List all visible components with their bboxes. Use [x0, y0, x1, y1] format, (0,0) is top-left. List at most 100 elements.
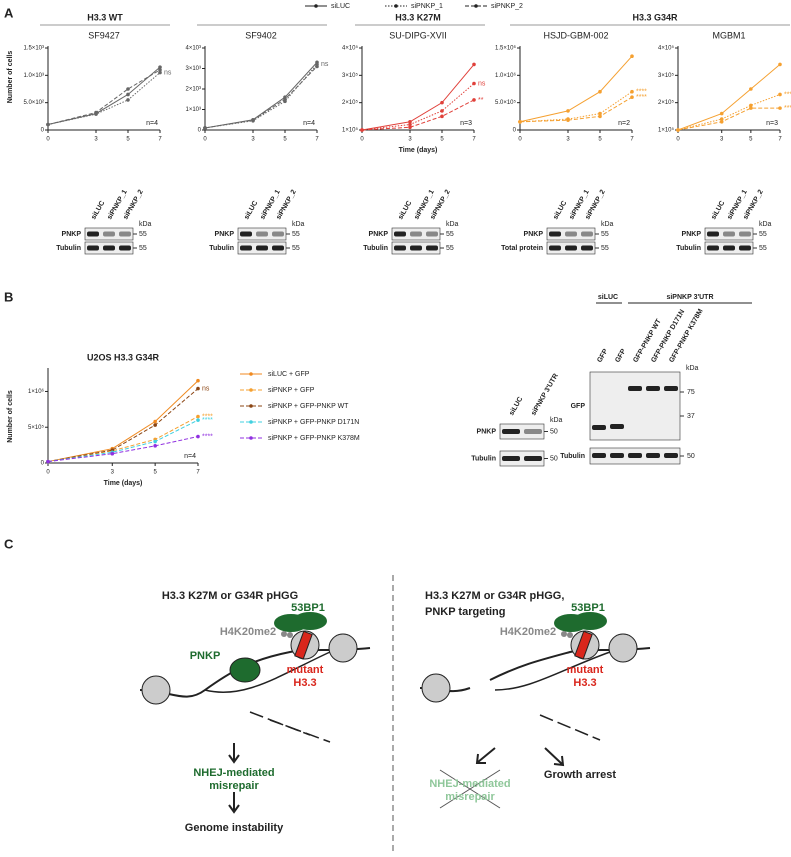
band — [581, 245, 593, 251]
y-tick-label: 3×10³ — [185, 66, 201, 72]
series-line — [47, 436, 199, 463]
series-line — [47, 419, 199, 463]
legend-marker — [249, 436, 253, 440]
histone-mark-label: H4K20me2 — [500, 626, 556, 638]
data-point — [158, 65, 162, 69]
outcome-label: Growth arrest — [544, 769, 616, 781]
outcome-label: misrepair — [445, 791, 495, 803]
band — [119, 231, 131, 237]
y-tick-label: 1.0×10⁶ — [495, 72, 517, 79]
marker-label: 55 — [292, 245, 300, 252]
lane-label: GFP — [596, 348, 609, 364]
y-tick-label: 2×10⁵ — [658, 99, 675, 106]
outcome-label: NHEJ-mediated — [429, 778, 510, 790]
data-point — [472, 62, 476, 67]
line-chart: SU-DIPG-XVII 1×10⁵ 2×10⁵ 3×10⁵ 4×10⁵ 0 3 5 7 Time… — [342, 30, 486, 153]
lane-label: siPNKP 3'UTR — [530, 373, 560, 417]
data-point — [566, 109, 570, 113]
group-headers: H3.3 WT H3.3 K27M H3.3 G34R — [40, 12, 790, 26]
chart-title: SF9402 — [245, 30, 277, 40]
data-point — [283, 97, 287, 102]
row-label: PNKP — [215, 231, 235, 238]
lane-label: siLUC — [243, 200, 259, 221]
series-line — [204, 64, 318, 129]
x-axis-label: Time (days) — [399, 147, 438, 154]
data-point — [196, 434, 200, 439]
band — [524, 429, 542, 434]
row-label: GFP — [571, 403, 586, 410]
significance-label: ns — [478, 80, 486, 87]
data-point — [440, 114, 444, 119]
series-line — [361, 99, 475, 131]
group-header: H3.3 G34R — [632, 12, 678, 22]
data-point — [360, 128, 364, 132]
unit-label: kDa — [446, 221, 459, 228]
row-label: Tubulin — [560, 453, 585, 460]
x-axis-label: Time (days) — [104, 480, 143, 487]
x-tick-label: 7 — [472, 137, 476, 143]
y-tick-label: 3×10⁵ — [658, 72, 675, 79]
series-line — [677, 107, 780, 131]
band — [394, 231, 406, 237]
x-tick-label: 3 — [566, 137, 570, 143]
y-tick-label: 5×10⁵ — [28, 424, 45, 431]
band — [628, 386, 642, 391]
y-tick-label: 0 — [198, 128, 202, 134]
x-tick-label: 5 — [153, 470, 157, 476]
x-tick-label: 5 — [749, 137, 753, 143]
outcome-label: Genome instability — [185, 822, 284, 834]
series-line — [204, 62, 318, 129]
group-label: siLUC — [598, 294, 618, 301]
legend-label: siPNKP_1 — [411, 3, 443, 10]
band — [502, 429, 520, 434]
y-tick-label: 4×10⁵ — [658, 45, 675, 52]
data-point — [408, 125, 412, 130]
unit-label: kDa — [139, 221, 152, 228]
data-point — [598, 111, 602, 116]
data-point — [196, 378, 200, 383]
y-tick-label: 1.5×10⁶ — [495, 45, 517, 52]
significance-label: ** — [478, 97, 484, 104]
unit-label: kDa — [550, 417, 563, 424]
band — [610, 453, 624, 458]
legend-label: siLUC — [331, 3, 350, 10]
band — [426, 231, 438, 237]
data-point — [126, 92, 130, 97]
histone-mark-label: H4K20me2 — [220, 626, 276, 638]
marker-label: 55 — [139, 245, 147, 252]
data-point — [440, 100, 444, 105]
lane-label: GFP-PNKP D171N — [650, 309, 686, 364]
data-point — [196, 414, 200, 419]
band — [707, 231, 719, 237]
x-tick-label: 0 — [46, 470, 50, 476]
band — [592, 425, 606, 430]
mutant-label: mutant — [567, 664, 604, 676]
significance-label: **** — [784, 91, 791, 98]
unit-label: kDa — [292, 221, 305, 228]
y-tick-label: 0 — [513, 128, 517, 134]
legend-marker — [249, 420, 253, 424]
series-line — [47, 380, 199, 463]
data-point — [566, 118, 570, 122]
significance-label: ns — [202, 385, 210, 392]
x-tick-label: 5 — [126, 137, 130, 143]
marker-label: 55 — [759, 231, 767, 238]
legend-marker — [249, 388, 253, 392]
chart-title: U2OS H3.3 G34R — [87, 352, 160, 362]
band — [502, 456, 520, 461]
band — [240, 231, 252, 237]
series-line — [519, 96, 633, 123]
dna-break-left — [139, 612, 371, 814]
line-chart: SF9427 0 5.0×10² 1.0×10³ 1.5×10³ 0 3 5 7 Number o… — [7, 30, 172, 142]
x-tick-label: 0 — [360, 137, 364, 143]
line-chart: HSJD-GBM-002 0 5.0×10⁵ 1.0×10⁶ 1.5×10⁶ 0 3 5 7 n=… — [495, 30, 647, 142]
marker-label: 37 — [687, 413, 695, 420]
data-point — [110, 451, 115, 456]
unit-label: kDa — [759, 221, 772, 228]
panel-letter: A — [4, 5, 14, 20]
band — [240, 245, 252, 251]
series-line — [47, 72, 161, 126]
